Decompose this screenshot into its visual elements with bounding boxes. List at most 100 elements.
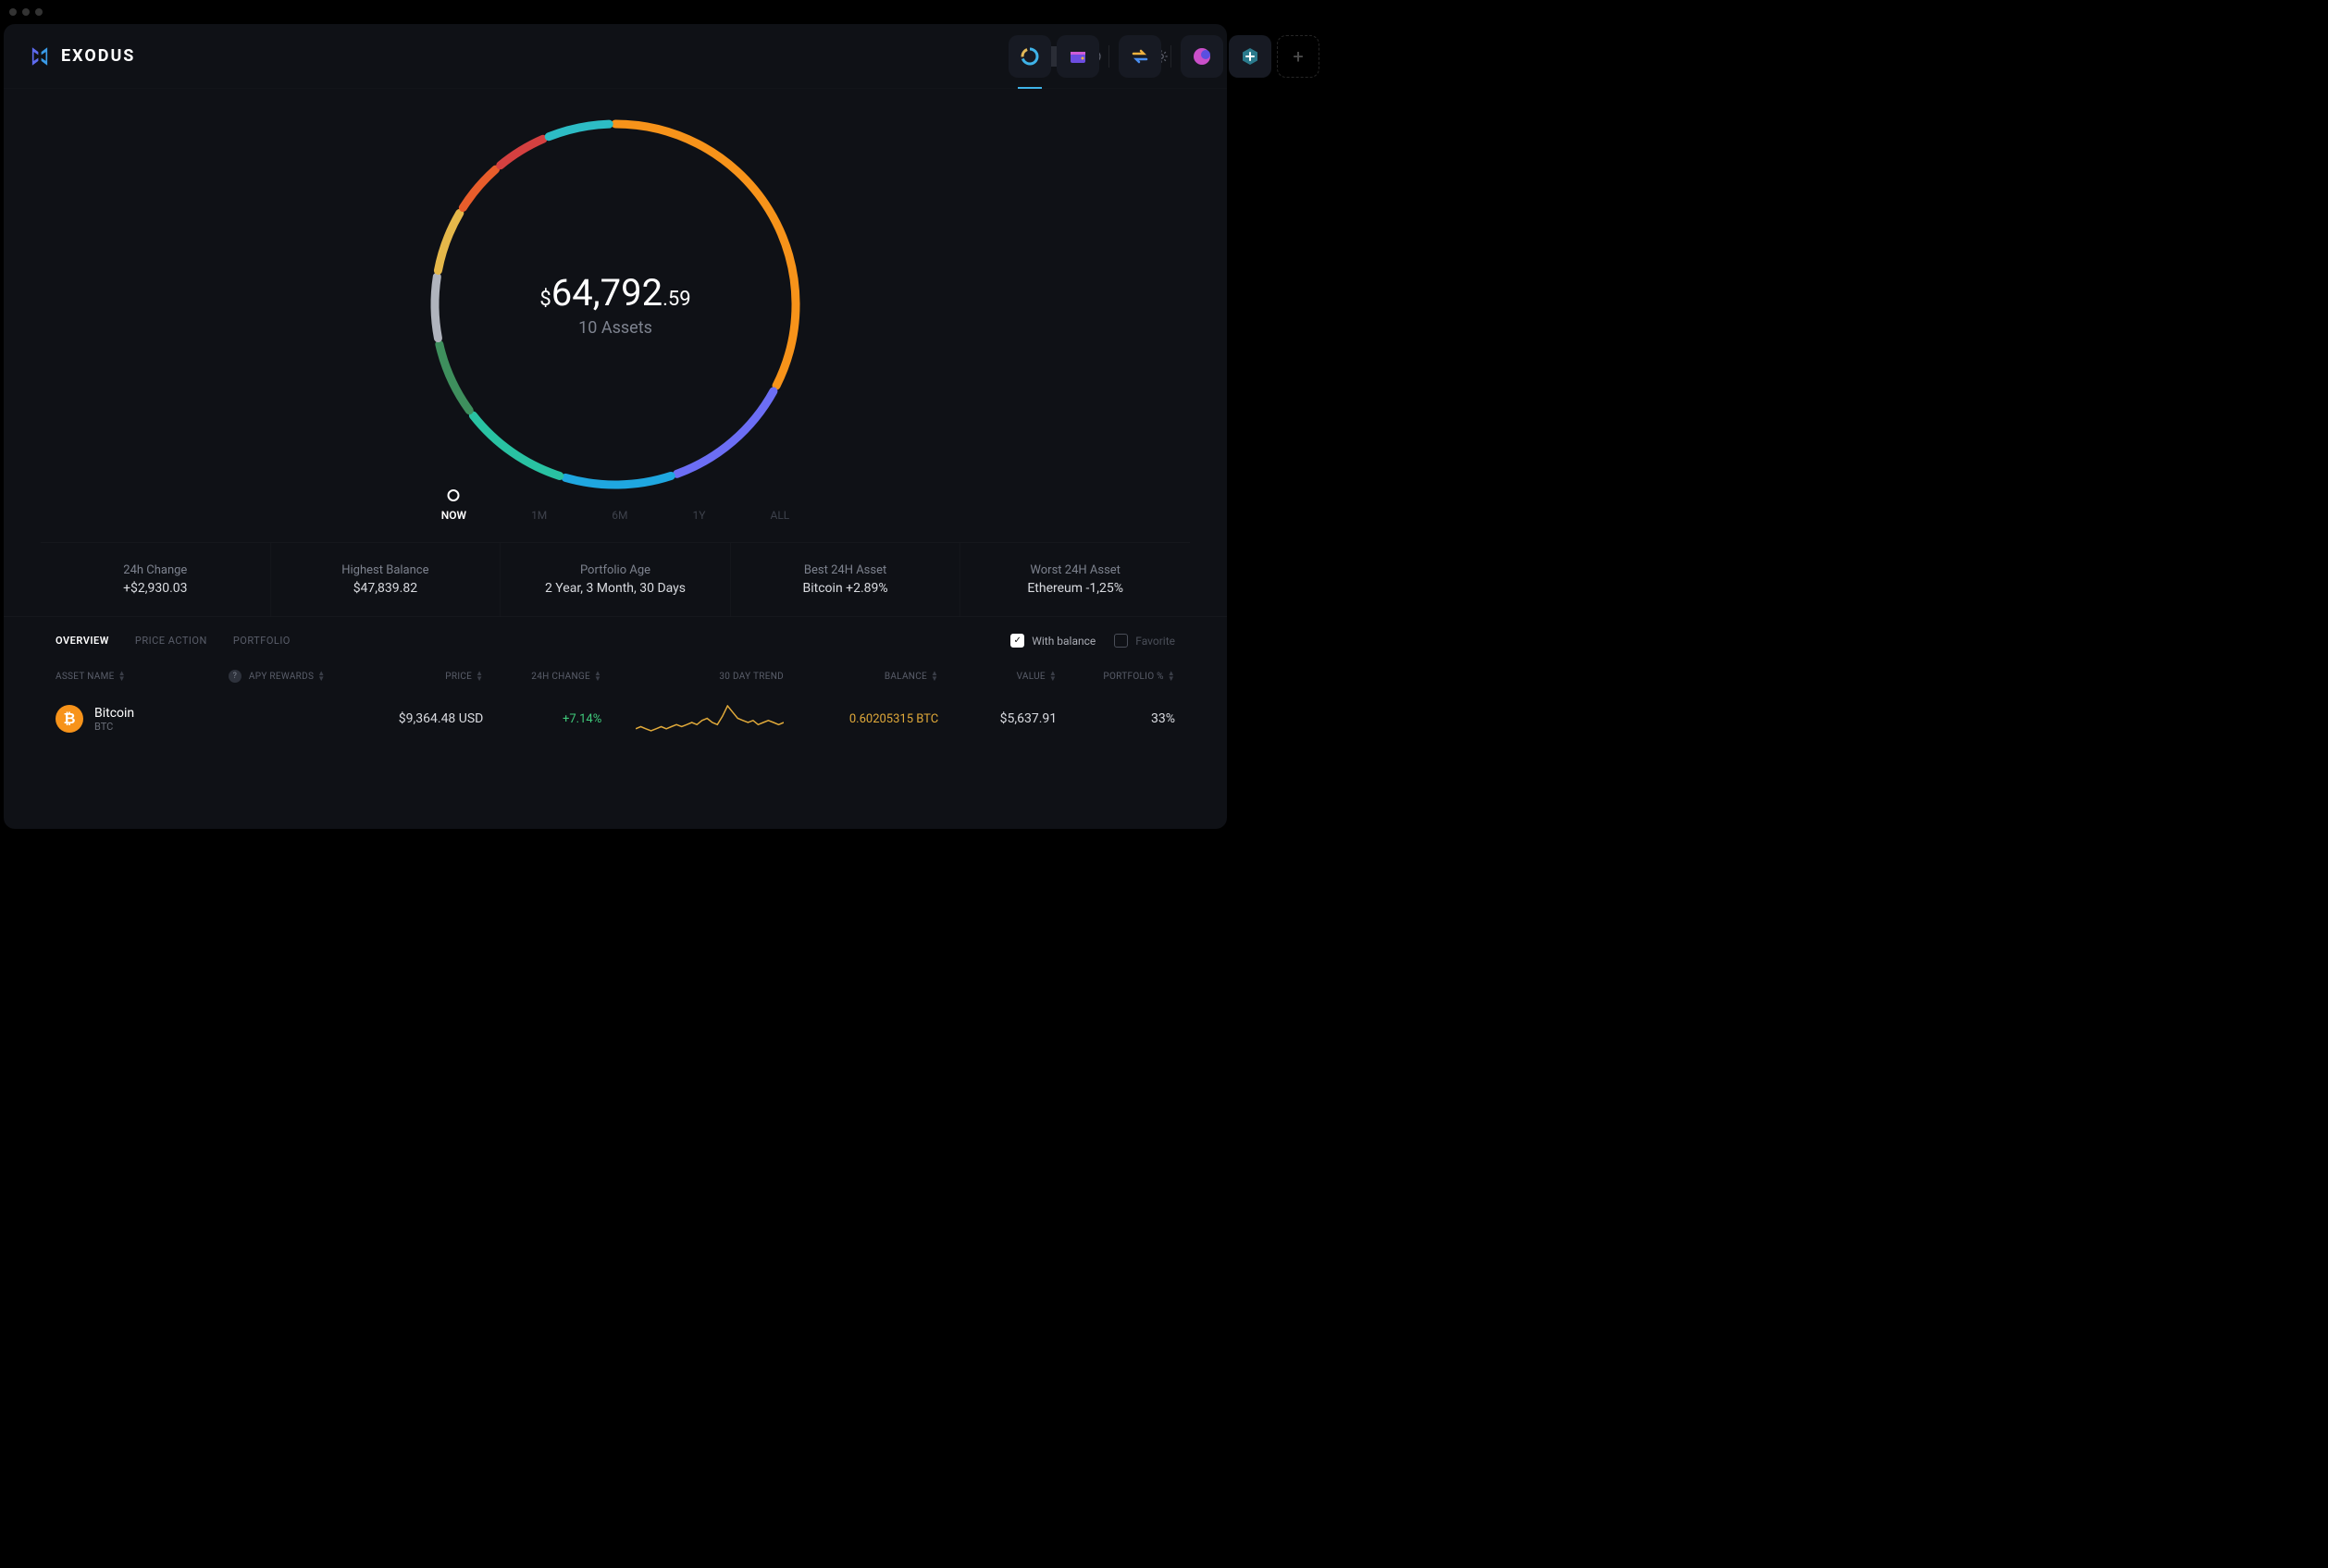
cell-portfolio-pct: 33% [1057,711,1175,726]
cell-trend [601,705,784,733]
time-range-all[interactable]: ALL [770,492,789,522]
portfolio-total: $64,792.59 [539,271,690,315]
filter-label: With balance [1032,635,1096,648]
stat-label: Worst 24H Asset [960,563,1190,577]
checkbox-icon [1114,634,1128,648]
sort-icon: ▲▼ [476,671,483,682]
stat-value: $47,839.82 [271,581,501,596]
donut-segment[interactable] [435,277,438,338]
currency-symbol: $ [539,288,551,311]
tab-overview[interactable]: OVERVIEW [56,635,109,647]
stat-value: Bitcoin +2.89% [731,581,960,596]
cell-price: $9,364.48 USD [347,711,484,726]
stat-label: Best 24H Asset [731,563,960,577]
donut-segment[interactable] [501,139,543,165]
donut-segment[interactable] [463,169,495,207]
traffic-light-close[interactable] [9,8,17,16]
table-filters: ✓ With balance Favorite [1010,634,1175,648]
portfolio-donut: $64,792.59 10 Assets [416,105,814,503]
th-portfolio-pct[interactable]: PORTFOLIO %▲▼ [1057,670,1175,683]
th-value[interactable]: VALUE▲▼ [938,670,1057,683]
stat-card: 24h Change +$2,930.03 [41,543,271,616]
help-icon[interactable]: ? [229,670,241,683]
window-titlebar [0,0,1231,24]
app-logo[interactable]: EXODUS [28,44,135,68]
stat-card: Portfolio Age 2 Year, 3 Month, 30 Days [501,543,731,616]
stat-value: 2 Year, 3 Month, 30 Days [501,581,730,596]
sort-icon: ▲▼ [1168,671,1175,682]
stat-label: Highest Balance [271,563,501,577]
stat-label: 24h Change [41,563,270,577]
nav-exchange[interactable] [1119,35,1161,78]
donut-segment[interactable] [677,391,774,474]
cell-24h-change: +7.14% [483,712,601,726]
donut-icon [1019,45,1041,68]
app-header: EXODUS [4,24,1227,89]
asset-count: 10 Assets [539,318,690,338]
stats-row: 24h Change +$2,930.03Highest Balance $47,8… [41,542,1190,616]
th-balance[interactable]: BALANCE▲▼ [784,670,938,683]
asset-symbol: BTC [94,721,134,733]
stat-card: Best 24H Asset Bitcoin +2.89% [731,543,961,616]
main-content: $64,792.59 10 Assets NOW 1M 6M 1Y ALL 24h Ch… [4,89,1227,746]
th-change[interactable]: 24H CHANGE▲▼ [483,670,601,683]
tab-portfolio[interactable]: PORTFOLIO [233,635,291,647]
stat-card: Worst 24H Asset Ethereum -1,25% [960,543,1190,616]
traffic-light-zoom[interactable] [35,8,43,16]
sort-icon: ▲▼ [1049,671,1057,682]
assets-table-header: ASSET NAME▲▼ ?APY REWARDS▲▼ PRICE▲▼ 24H … [4,661,1227,692]
cell-value: $5,637.91 [938,711,1057,726]
coin-icon: ₿ [56,705,83,733]
th-trend: 30 DAY TREND [601,670,784,683]
donut-segment[interactable] [473,415,559,475]
sort-icon: ▲▼ [931,671,938,682]
filter-with-balance[interactable]: ✓ With balance [1010,634,1096,648]
stat-value: +$2,930.03 [41,581,270,596]
asset-name-cell: ₿ Bitcoin BTC [56,705,229,733]
filter-favorite[interactable]: Favorite [1114,634,1175,648]
nav-profile[interactable] [1181,35,1223,78]
app-frame: EXODUS [4,24,1227,829]
tabs-bar: OVERVIEW PRICE ACTION PORTFOLIO ✓ With bal… [4,616,1227,661]
th-apy[interactable]: ?APY REWARDS▲▼ [229,670,347,683]
nav-portfolio[interactable] [1009,35,1051,78]
cell-balance: 0.60205315 BTC [784,712,938,726]
time-range-selector: NOW 1M 6M 1Y ALL [4,492,1227,531]
tab-price-action[interactable]: PRICE ACTION [135,635,207,647]
nav-center: + [1009,35,1227,78]
donut-center: $64,792.59 10 Assets [539,271,690,338]
asset-name: Bitcoin [94,706,134,721]
profile-icon [1191,45,1213,68]
th-asset-name[interactable]: ASSET NAME▲▼ [56,670,229,683]
nav-separator [1108,45,1109,68]
donut-segment[interactable] [549,124,609,137]
time-range-1m[interactable]: 1M [531,492,547,522]
th-price[interactable]: PRICE▲▼ [347,670,484,683]
asset-row[interactable]: ₿ Bitcoin BTC $9,364.48 USD +7.14% 0.602… [4,692,1227,746]
amount-major: 64,792 [551,271,662,315]
donut-segment[interactable] [565,475,671,485]
stat-value: Ethereum -1,25% [960,581,1190,596]
time-range-6m[interactable]: 6M [612,492,627,522]
exchange-icon [1129,45,1151,68]
time-range-1y[interactable]: 1Y [693,492,706,522]
sort-icon: ▲▼ [317,671,325,682]
checkbox-icon: ✓ [1010,634,1024,648]
sort-icon: ▲▼ [118,671,126,682]
donut-segment[interactable] [438,213,459,270]
assets-table-body: ₿ Bitcoin BTC $9,364.48 USD +7.14% 0.602… [4,692,1227,746]
nav-separator-2 [1170,45,1171,68]
asset-name-text: Bitcoin BTC [94,706,134,733]
donut-segment[interactable] [615,124,796,386]
sparkline-chart [636,705,784,733]
app-logo-text: EXODUS [61,46,135,66]
time-range-now[interactable]: NOW [441,492,466,522]
wallet-icon [1067,45,1089,68]
stat-label: Portfolio Age [501,563,730,577]
donut-segment[interactable] [440,344,469,410]
nav-wallet[interactable] [1057,35,1099,78]
amount-minor: .59 [662,288,691,311]
view-tabs: OVERVIEW PRICE ACTION PORTFOLIO [56,635,291,647]
exodus-logo-icon [28,44,52,68]
traffic-light-minimize[interactable] [22,8,30,16]
